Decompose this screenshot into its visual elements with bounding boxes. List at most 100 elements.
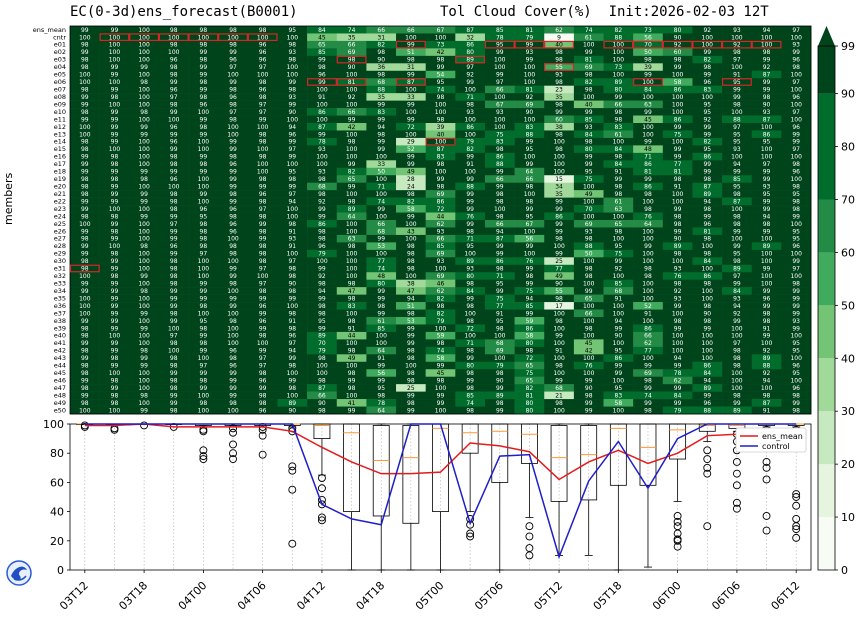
heatmap-cell xyxy=(455,123,486,131)
heatmap-cell xyxy=(781,331,812,340)
heatmap-cell xyxy=(781,26,812,34)
heatmap-cell-value: 99 xyxy=(200,288,208,295)
heatmap-cell-value: 80 xyxy=(466,363,474,370)
heatmap-cell-value: 100 xyxy=(138,184,150,191)
box-body xyxy=(491,423,509,483)
heatmap-cell-value: 93 xyxy=(288,49,296,56)
heatmap-cell-value: 92 xyxy=(674,288,682,295)
heatmap-cell xyxy=(544,331,575,340)
heatmap-cell-value: 99 xyxy=(407,154,415,161)
heatmap-cell-value: 97 xyxy=(259,109,267,116)
heatmap-cell-value: 98 xyxy=(792,161,800,168)
heatmap-cell-value: 94 xyxy=(288,348,296,355)
heatmap-row-label: cntr xyxy=(53,33,66,41)
heatmap-cell xyxy=(573,220,604,228)
heatmap-cell-value: 100 xyxy=(79,124,91,131)
heatmap-cell-value: 99 xyxy=(81,392,89,399)
heatmap-row-label: e36 xyxy=(54,302,66,310)
heatmap-highlight xyxy=(336,78,367,86)
heatmap-cell xyxy=(573,264,604,273)
heatmap-cell xyxy=(514,130,545,139)
heatmap-cell xyxy=(573,339,604,348)
heatmap-cell xyxy=(692,399,723,407)
heatmap-cell xyxy=(692,145,723,154)
heatmap-cell xyxy=(188,287,219,295)
heatmap-cell-value: 100 xyxy=(790,101,802,108)
heatmap-cell-value: 100 xyxy=(672,139,684,146)
heatmap-cell xyxy=(455,354,486,363)
heatmap-cell-value: 94 xyxy=(763,27,771,34)
heatmap-cell-value: 100 xyxy=(316,87,328,94)
heatmap-cell-value: 99 xyxy=(615,94,623,101)
heatmap-cell xyxy=(336,272,367,280)
heatmap-cell-value: 47 xyxy=(407,288,415,295)
heatmap-cell-value: 98 xyxy=(288,288,296,295)
heatmap-row-label: e47 xyxy=(54,384,66,392)
heatmap-cell-value: 98 xyxy=(674,281,682,288)
heatmap-cell-value: 99 xyxy=(496,385,504,392)
heatmap-cell-value: 99 xyxy=(377,139,385,146)
heatmap-cell-value: 73 xyxy=(615,64,623,71)
heatmap-cell-value: 90 xyxy=(585,385,593,392)
heatmap-cell xyxy=(396,78,426,86)
heatmap-cell xyxy=(751,137,782,146)
heatmap-cell xyxy=(70,339,100,348)
heatmap-cell-value: 93 xyxy=(585,228,593,235)
heatmap-cell xyxy=(99,309,130,318)
heatmap-cell xyxy=(751,63,782,72)
heatmap-cell xyxy=(692,212,723,221)
heatmap-cell-value: 100 xyxy=(257,34,269,41)
heatmap-cell-value: 96 xyxy=(259,303,267,310)
heatmap-row-label: e26 xyxy=(54,227,66,235)
box-outlier xyxy=(229,424,237,433)
heatmap-cell-value: 65 xyxy=(526,378,534,385)
heatmap-cell-value: 98 xyxy=(170,72,178,79)
heatmap-cell xyxy=(70,205,100,213)
heatmap-cell xyxy=(129,354,160,363)
heatmap-cell-value: 100 xyxy=(287,161,299,168)
heatmap-cell-value: 66 xyxy=(407,27,415,34)
heatmap-cell xyxy=(158,264,189,273)
heatmap-cell xyxy=(573,279,604,288)
heatmap-cell-value: 98 xyxy=(318,64,326,71)
heatmap-cell-value: 99 xyxy=(496,407,504,414)
heatmap-cell-value: 98 xyxy=(348,370,356,377)
heatmap-cell xyxy=(129,249,160,258)
heatmap-cell xyxy=(662,324,693,333)
heatmap-cell-value: 99 xyxy=(111,72,119,79)
heatmap-cell xyxy=(99,93,130,101)
heatmap-cell xyxy=(247,309,278,318)
heatmap-cell-value: 98 xyxy=(229,355,237,362)
heatmap-cell xyxy=(692,354,723,363)
heatmap-cell xyxy=(218,369,249,377)
heatmap-cell xyxy=(307,26,338,34)
heatmap-cell-value: 99 xyxy=(140,363,148,370)
colorbar-segment xyxy=(818,517,835,570)
heatmap-cell xyxy=(277,257,308,266)
heatmap-cell-value: 93 xyxy=(288,236,296,243)
heatmap-cell-value: 96 xyxy=(792,363,800,370)
heatmap-cell xyxy=(425,85,456,94)
heatmap-cell-value: 98 xyxy=(437,340,445,347)
heatmap-cell-value: 41 xyxy=(348,400,356,407)
heatmap-cell-value: 99 xyxy=(140,355,148,362)
heatmap-cell-value: 96 xyxy=(792,94,800,101)
box-outlier xyxy=(673,517,682,526)
heatmap-cell-value: 98 xyxy=(733,191,741,198)
heatmap-cell xyxy=(336,33,367,42)
heatmap-cell-value: 98 xyxy=(703,176,711,183)
heatmap-cell xyxy=(188,249,219,258)
heatmap-cell-value: 93 xyxy=(526,49,534,56)
heatmap-cell xyxy=(455,182,486,191)
heatmap-cell xyxy=(455,399,486,407)
heatmap-cell-value: 100 xyxy=(375,251,387,258)
heatmap-cell xyxy=(722,93,753,101)
heatmap-cell xyxy=(307,123,338,131)
heatmap-cell xyxy=(544,197,575,206)
heatmap-cell-value: 89 xyxy=(703,385,711,392)
heatmap-cell-value: 89 xyxy=(733,407,741,414)
heatmap-cell-value: 99 xyxy=(140,124,148,131)
heatmap-cell xyxy=(751,227,782,236)
heatmap-cell-value: 90 xyxy=(615,333,623,340)
heatmap-cell xyxy=(603,115,634,124)
